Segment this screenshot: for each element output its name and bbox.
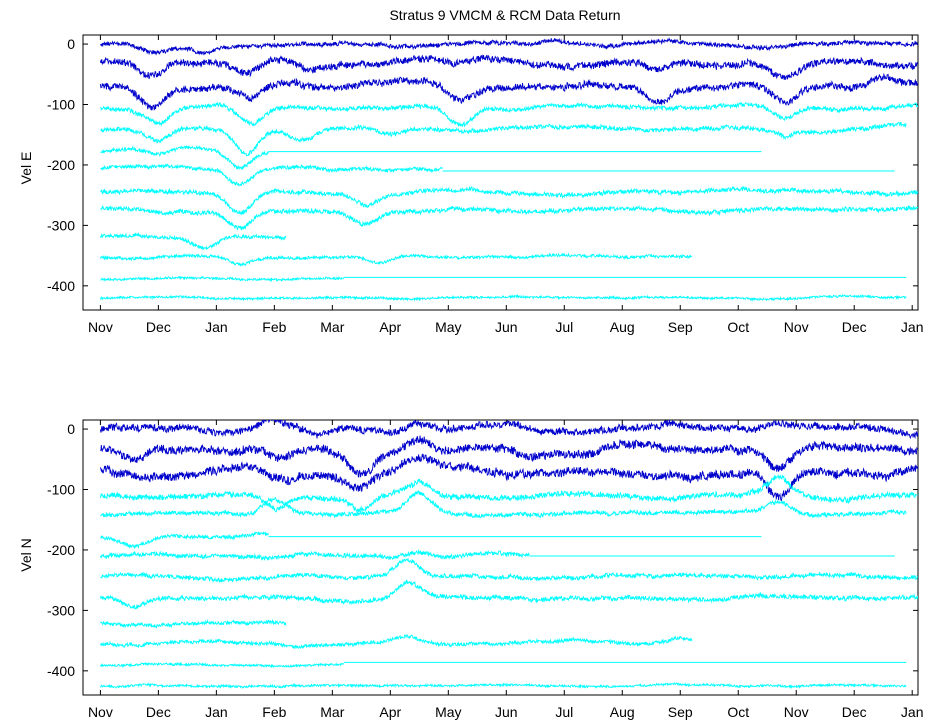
vel-n-series-vmcm-0 [99,420,918,440]
vel-e-series-rcm-4 [100,122,907,157]
vel-e-axes-frame [82,34,919,311]
vel-e-x-tick-label: Feb [262,319,286,335]
vel-n-x-tick-label: Jun [495,704,518,720]
vel-n-x-tick-label: Dec [146,704,171,720]
vel-n-series-rcm-4 [100,489,907,519]
vel-n-series-rcm-3 [99,473,918,513]
vel-n-series-vmcm-1 [100,435,918,478]
vel-n-y-tick-label: -200 [47,542,75,558]
vel-e-series-vmcm-1 [99,54,918,80]
vel-e-series-rcm-10 [99,252,693,267]
vel-n-series-rcm-7 [100,557,918,584]
vel-n-x-tick-label: Nov [784,704,809,720]
vel-n-series-rcm-5 [100,531,269,550]
vel-e-series-rcm-3 [100,101,918,128]
vel-e-x-tick-label: Dec [842,319,867,335]
vel-n-y-tick-label: -300 [47,602,75,618]
vel-e-y-tick-label: -200 [47,157,75,173]
vel-e-x-tick-label: Aug [610,319,635,335]
vel-n-x-tick-label: Apr [379,704,401,720]
vel-e-traces [99,37,918,302]
vel-e-series-vmcm-0 [100,37,918,56]
vel-n-series-rcm-11 [99,661,345,669]
vel-n-y-axis-label: Vel N [18,538,34,571]
vel-e-series-rcm-8 [100,204,918,231]
vel-n-series-rcm-12 [99,682,907,690]
vel-n-x-tick-label: Jan [901,704,924,720]
vel-e-x-tick-label: Dec [146,319,171,335]
vel-e-series-rcm-9 [99,232,287,251]
vel-e-x-tick-label: Jul [555,319,573,335]
vel-e-series-rcm-12 [99,293,907,302]
vel-n-x-tick-label: Nov [88,704,113,720]
vel-n-series-rcm-8 [99,579,918,610]
vel-n-x-tick-label: Aug [610,704,635,720]
vel-n-series-vmcm-2 [99,453,918,502]
vel-e-x-tick-label: Oct [727,319,749,335]
vel-e-y-tick-label: -100 [47,97,75,113]
vel-e-x-tick-label: May [435,319,461,335]
vel-n-series-rcm-9 [100,618,287,629]
vel-n-x-tick-label: Oct [727,704,749,720]
vel-n-y-tick-label: -400 [47,663,75,679]
vel-e-x-tick-label: Sep [668,319,693,335]
vel-n-y-tick-label: -100 [47,482,75,498]
vel-n-x-tick-label: Mar [320,704,344,720]
vel-n-x-tick-label: Jul [555,704,573,720]
vel-n-x-tick-label: Jan [205,704,228,720]
vel-e-x-tick-label: Apr [379,319,401,335]
vel-e-series-rcm-6 [100,163,443,187]
vel-e-x-tick-label: Nov [784,319,809,335]
vel-e-series-rcm-7 [100,185,918,216]
vel-e-series-rcm-11 [100,275,345,283]
vel-n-x-tick-label: Dec [842,704,867,720]
vel-e-y-tick-label: -400 [47,278,75,294]
vel-e-x-tick-label: Jan [205,319,228,335]
vel-e-x-tick-label: Jan [901,319,924,335]
vel-e-x-tick-label: Mar [320,319,344,335]
vel-e-y-axis-label: Vel E [18,152,34,185]
vel-n-series-rcm-6 [99,548,530,562]
vel-n-x-tick-label: Sep [668,704,693,720]
chart-title: Stratus 9 VMCM & RCM Data Return [389,7,620,23]
vel-e-series-rcm-5 [100,144,269,171]
vel-e-x-tick-label: Jun [495,319,518,335]
vel-e-y-tick-label: 0 [67,36,75,52]
vel-n-traces [99,420,918,690]
vel-n-x-tick-label: May [435,704,461,720]
vel-e-y-tick-label: -300 [47,217,75,233]
vel-e-panel: Vel E 0 -100 -200 -300 -400 Nov Dec Jan Feb Mar Ap… [18,34,924,335]
vel-e-x-tick-label: Nov [88,319,113,335]
vel-n-series-rcm-10 [99,634,693,650]
vel-e-series-vmcm-2 [99,72,918,111]
vel-n-y-tick-label: 0 [67,421,75,437]
vel-n-panel: Vel N 0 -100 -200 -300 -400 Nov Dec Jan Feb Mar Ap… [18,419,924,720]
vel-n-x-tick-label: Feb [262,704,286,720]
